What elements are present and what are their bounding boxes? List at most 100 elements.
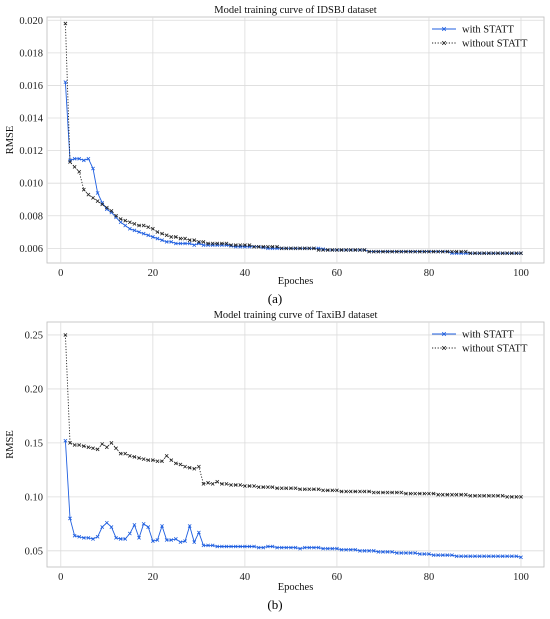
legend-entry: with STATT [462, 330, 515, 341]
data-point [141, 457, 146, 461]
data-point [486, 251, 491, 256]
data-point [376, 550, 381, 554]
data-point [514, 554, 519, 559]
legend-marker [441, 345, 447, 351]
data-point [81, 158, 86, 163]
data-point [362, 489, 367, 494]
data-point [146, 225, 151, 230]
data-point [95, 534, 100, 539]
data-point [183, 236, 187, 241]
panel-label: (a) [268, 291, 282, 306]
data-point [496, 554, 500, 559]
data-point [491, 251, 496, 256]
data-point [376, 249, 381, 254]
data-point [468, 493, 473, 498]
y-tick-label: 0.006 [19, 244, 43, 255]
data-point [284, 545, 289, 550]
data-point [440, 553, 445, 558]
panel-label: (b) [267, 597, 282, 612]
data-point [247, 484, 252, 488]
data-point [486, 493, 491, 498]
data-point [385, 550, 390, 554]
data-point [68, 440, 72, 445]
data-point [459, 249, 464, 254]
x-tick-label: 40 [240, 572, 251, 583]
data-point [436, 553, 441, 558]
data-point [109, 440, 114, 445]
x-tick-label: 60 [332, 572, 343, 583]
x-tick-label: 20 [148, 572, 159, 583]
data-point [482, 251, 487, 256]
data-point [367, 548, 372, 553]
data-point [445, 492, 450, 497]
data-point [178, 540, 183, 545]
data-point [477, 554, 482, 559]
data-point [325, 488, 330, 493]
data-point [238, 483, 243, 487]
data-point [247, 544, 252, 549]
y-tick-label: 0.05 [25, 546, 43, 557]
data-point [173, 461, 178, 466]
data-point [385, 490, 390, 495]
data-point [408, 249, 413, 254]
data-point [325, 546, 330, 551]
data-point [371, 548, 376, 553]
data-point [132, 523, 137, 527]
y-tick-label: 0.010 [19, 179, 43, 190]
data-point [219, 241, 224, 246]
data-point [229, 544, 233, 549]
data-point [312, 487, 316, 492]
data-point [95, 191, 100, 195]
data-point [164, 239, 169, 244]
data-point [127, 453, 132, 458]
y-tick-label: 0.012 [19, 146, 43, 157]
data-point [252, 544, 256, 549]
data-point [238, 544, 243, 549]
data-point [284, 486, 289, 491]
data-point [201, 482, 206, 486]
data-point [261, 485, 266, 490]
data-point [307, 487, 312, 492]
data-point [293, 486, 298, 491]
y-tick-label: 0.020 [19, 16, 43, 27]
data-point [160, 238, 164, 243]
data-point [169, 458, 174, 463]
data-point [381, 249, 385, 254]
data-point [307, 246, 312, 251]
data-point [381, 490, 385, 495]
data-point [196, 464, 201, 469]
data-point [173, 235, 178, 239]
data-point [233, 544, 238, 549]
data-point [210, 482, 215, 486]
data-point [450, 492, 454, 497]
data-point [114, 213, 118, 218]
legend-marker [441, 40, 447, 46]
data-point [344, 547, 349, 552]
data-point [335, 248, 339, 252]
data-point [81, 187, 86, 192]
data-point [155, 538, 160, 542]
chart-panel-1: 0 20 40 60 80 100 0.006 0.008 0.010 0.012 0.014 0.0… [5, 5, 545, 306]
data-point [353, 547, 358, 552]
data-point [252, 484, 256, 488]
data-point [362, 548, 367, 553]
data-point [298, 487, 302, 492]
data-point [468, 251, 473, 256]
data-point [413, 551, 418, 555]
data-point [63, 438, 68, 443]
data-point [284, 246, 289, 251]
data-point [436, 492, 441, 497]
data-point [247, 243, 252, 247]
data-point [210, 543, 215, 548]
data-point [215, 241, 220, 246]
data-point [187, 524, 192, 528]
data-point [496, 493, 500, 498]
data-point [123, 537, 128, 541]
data-point [335, 488, 339, 493]
data-point [496, 251, 500, 256]
data-point [463, 554, 468, 559]
data-point [404, 551, 408, 555]
data-point [196, 239, 201, 244]
data-point [187, 241, 192, 246]
